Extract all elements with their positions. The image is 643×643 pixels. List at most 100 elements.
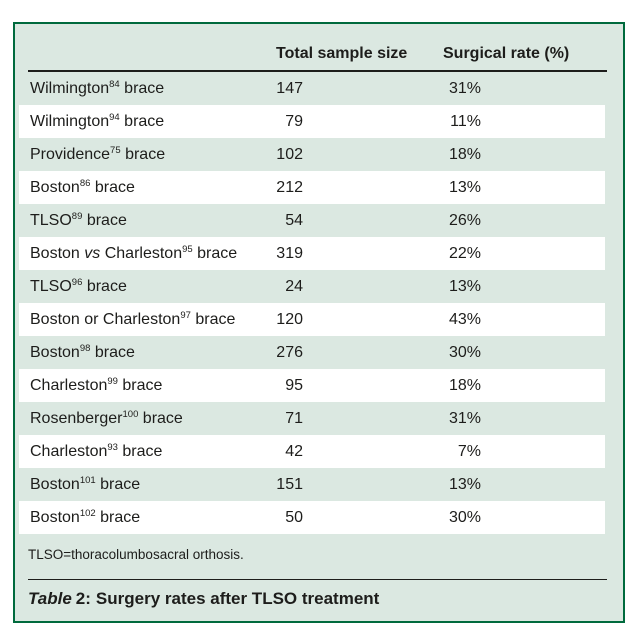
row-label: Boston98 brace [30,336,135,369]
table-row: Charleston99 brace 95 18% [15,369,623,402]
table-row: Rosenberger100 brace 71 31% [15,402,623,435]
header-rule [28,70,607,72]
row-reference-superscript: 97 [180,310,191,321]
row-surgical-rate: 18% [448,146,481,163]
table-row: Boston102 brace 50 30% [15,501,623,534]
row-label: Providence75 brace [30,138,165,171]
row-surgical-rate: 26% [448,212,481,229]
row-label: Boston101 brace [30,468,140,501]
row-label: Rosenberger100 brace [30,402,183,435]
row-total-sample-size: 24 [285,278,303,295]
row-reference-superscript: 99 [107,376,118,387]
row-label: Boston vs Charleston95 brace [30,237,237,270]
row-label: Wilmington84 brace [30,72,164,105]
row-label-text: Providence [30,146,111,163]
row-total-sample-size: 71 [285,410,303,427]
row-label-suffix: brace [120,146,166,163]
row-label: Charleston99 brace [30,369,162,402]
row-surgical-rate: 22% [448,245,481,262]
table-row: Providence75 brace 102 18% [15,138,623,171]
row-label-text: Boston [30,476,80,493]
row-label: Wilmington94 brace [30,105,164,138]
table-row: Boston86 brace 212 13% [15,171,623,204]
row-label-text: Boston [30,509,80,526]
row-reference-superscript: 95 [182,244,193,255]
row-total-sample-size: 42 [285,443,303,460]
row-label-text2: Charleston [100,245,183,262]
row-reference-superscript: 102 [79,508,96,519]
row-label-suffix: brace [138,410,183,427]
table-footnote: TLSO=thoracolumbosacral orthosis. [28,547,244,562]
table-row: Boston or Charleston97 brace 120 43% [15,303,623,336]
table-row: Charleston93 brace 42 7% [15,435,623,468]
row-surgical-rate: 11% [450,113,481,130]
row-reference-superscript: 101 [79,475,96,486]
row-label-text: Rosenberger [30,410,123,427]
row-surgical-rate: 18% [448,377,481,394]
table-body: Wilmington84 brace 147 31% Wilmington94 … [15,72,623,534]
row-total-sample-size: 147 [276,80,303,97]
row-label-text: Boston [30,344,80,361]
row-label-text: TLSO [30,212,72,229]
row-surgical-rate: 13% [448,476,481,493]
row-label-suffix: brace [82,278,127,295]
table-row: TLSO89 brace 54 26% [15,204,623,237]
column-header-surgical-rate: Surgical rate (%) [443,45,570,62]
row-reference-superscript: 84 [109,79,120,90]
row-surgical-rate: 7% [457,443,481,460]
row-label: Boston102 brace [30,501,140,534]
table-row: Boston101 brace 151 13% [15,468,623,501]
row-surgical-rate: 31% [448,80,481,97]
row-reference-superscript: 94 [109,112,120,123]
column-header-total-sample-size: Total sample size [276,45,408,62]
row-label: Charleston93 brace [30,435,162,468]
row-label-suffix: brace [95,476,141,493]
row-surgical-rate: 43% [448,311,481,328]
row-label-text: Boston or Charleston [30,311,181,328]
row-label-suffix: brace [190,311,236,328]
row-total-sample-size: 102 [276,146,303,163]
row-label-text: Charleston [30,443,108,460]
row-total-sample-size: 319 [276,245,303,262]
row-reference-superscript: 86 [79,178,91,189]
table-row: Boston vs Charleston95 brace 319 22% [15,237,623,270]
row-total-sample-size: 212 [276,179,303,196]
row-reference-superscript: 98 [79,343,91,354]
row-total-sample-size: 276 [276,344,303,361]
row-reference-superscript: 93 [107,442,118,453]
row-reference-superscript: 89 [71,211,83,222]
row-label-text: TLSO [30,278,72,295]
table-caption: Table 2: Surgery rates after TLSO treatmen… [28,588,379,610]
row-label-suffix: brace [117,443,163,460]
row-reference-superscript: 96 [71,277,83,288]
row-total-sample-size: 151 [276,476,303,493]
row-label-suffix: brace [95,509,141,526]
row-surgical-rate: 13% [448,179,481,196]
row-surgical-rate: 30% [448,509,481,526]
row-total-sample-size: 50 [285,509,303,526]
row-label: Boston or Charleston97 brace [30,303,235,336]
row-surgical-rate: 31% [448,410,481,427]
table-row: TLSO96 brace 24 13% [15,270,623,303]
row-label-suffix: brace [90,344,135,361]
row-total-sample-size: 120 [276,311,303,328]
row-label: TLSO89 brace [30,204,127,237]
table-row: Boston98 brace 276 30% [15,336,623,369]
caption-rule [28,579,607,580]
row-total-sample-size: 54 [285,212,303,229]
row-label-suffix: brace [192,245,238,262]
table-row: Wilmington94 brace 79 11% [15,105,623,138]
row-label-text: Boston [30,245,85,262]
row-surgical-rate: 30% [448,344,481,361]
row-label-suffix: brace [119,80,165,97]
row-label: TLSO96 brace [30,270,127,303]
table-row: Wilmington84 brace 147 31% [15,72,623,105]
row-label-suffix: brace [119,113,165,130]
row-label-text: Wilmington [30,80,110,97]
table2-frame: Total sample size Surgical rate (%) Wilm… [13,22,625,623]
row-reference-superscript: 75 [110,145,121,156]
row-label-suffix: brace [82,212,127,229]
row-label-text: Boston [30,179,80,196]
row-total-sample-size: 95 [285,377,303,394]
